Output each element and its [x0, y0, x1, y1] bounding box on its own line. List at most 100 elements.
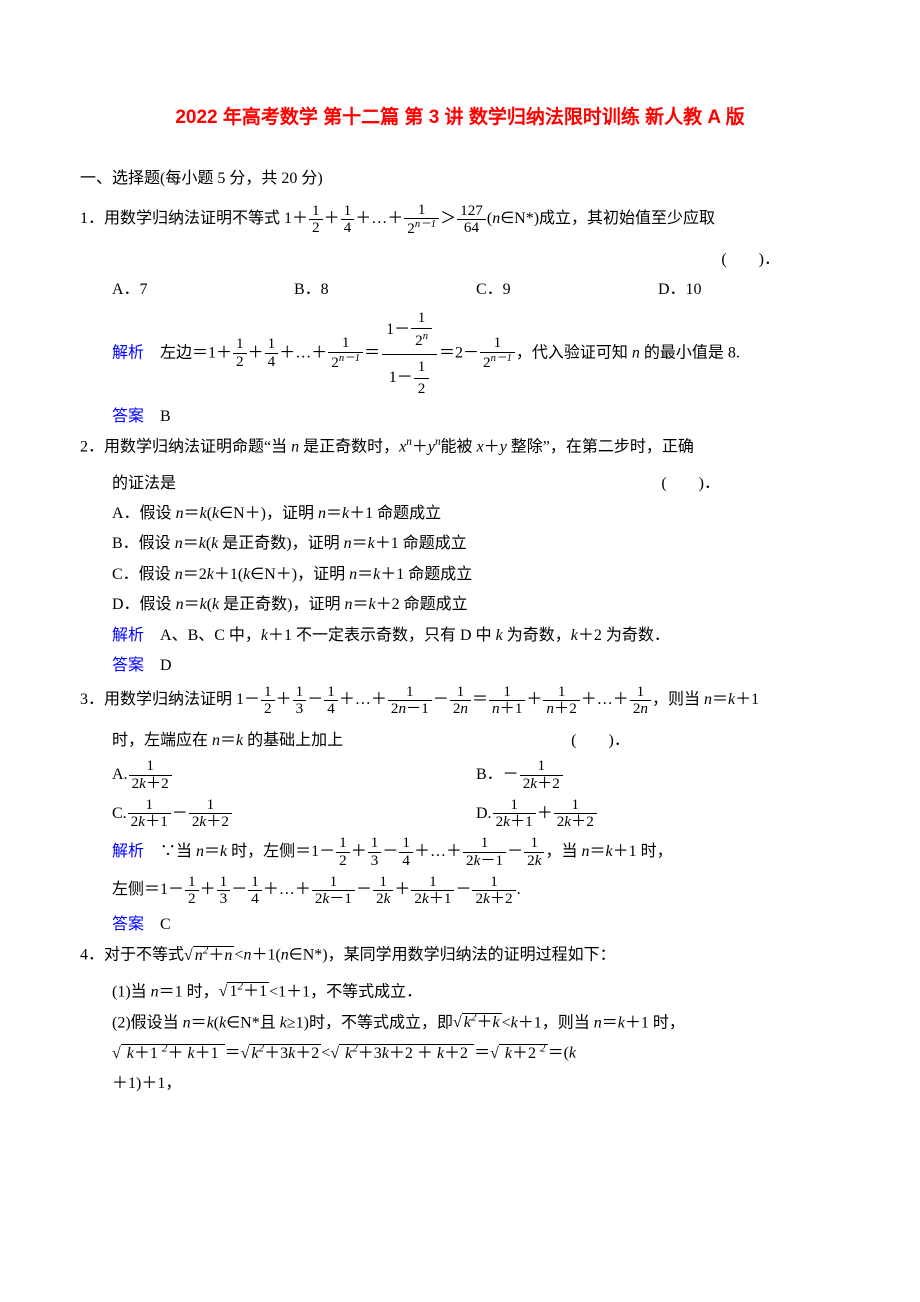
text: －	[231, 881, 247, 898]
frac-1-2nm1: 12n－1	[404, 202, 439, 239]
answer-value: D	[144, 657, 172, 674]
var: k	[280, 1014, 287, 1031]
q1-opt-a: A．7	[112, 275, 294, 305]
text: 4．对于不等式	[80, 947, 184, 964]
text: 时，左侧＝1－	[227, 843, 335, 860]
text: ≥1)时，不等式成立，即	[287, 1014, 453, 1031]
text: ＝	[590, 843, 606, 860]
frac: 12k	[373, 874, 393, 908]
text: －	[172, 805, 188, 822]
frac: 12k－1	[312, 874, 355, 908]
text: (2)假设当	[112, 1014, 183, 1031]
text: 的基础上加上	[243, 732, 343, 749]
text: ＋1，则当	[518, 1014, 594, 1031]
var: n	[196, 843, 204, 860]
var: k	[511, 1014, 518, 1031]
answer-value: B	[144, 408, 171, 425]
q2-line2: 的证法是 ( )．	[80, 469, 840, 499]
text: ＋	[526, 691, 542, 708]
text: ＋…＋	[339, 691, 387, 708]
var: k	[496, 627, 503, 644]
frac: 12n－1	[328, 335, 363, 372]
var: k	[342, 505, 349, 522]
text: ＝2	[183, 566, 207, 583]
text: ∈N＋)，证明	[250, 566, 349, 583]
text: －	[356, 881, 372, 898]
q2-opt-a: A．假设 n＝k(k∈N＋)，证明 n＝k＋1 命题成立	[80, 499, 840, 529]
text: ＋2 命题成立	[376, 596, 468, 613]
text: ＝	[184, 596, 200, 613]
text: 时，左端应在	[112, 732, 212, 749]
text: ，代入验证可知	[516, 344, 632, 361]
question-1: 1．用数学归纳法证明不等式 1＋12＋14＋…＋12n－1＞12764(n∈N*…	[80, 200, 840, 238]
text: ＝	[364, 344, 380, 361]
q2-answer: 答案 D	[80, 651, 840, 681]
text: 左边＝1＋	[144, 344, 232, 361]
frac: 14	[399, 835, 413, 869]
frac: 12n	[450, 684, 471, 718]
text: ＋1 命题成立	[349, 505, 441, 522]
var: n	[176, 596, 184, 613]
q4-p2: (2)假设当 n＝k(k∈N*且 k≥1)时，不等式成立，即k2＋k<k＋1，则…	[80, 1008, 840, 1039]
q1-opt-b: B．8	[294, 275, 476, 305]
text: ＝	[225, 1045, 241, 1062]
frac: 12	[185, 874, 199, 908]
var: n	[344, 535, 352, 552]
text: 整除”，在第二步时，正确	[507, 438, 694, 455]
frac: 12n－1	[388, 684, 432, 718]
q2-opt-b: B．假设 n＝k(k 是正奇数)，证明 n＝k＋1 命题成立	[80, 529, 840, 559]
var: n	[151, 983, 159, 1000]
var: k	[618, 1014, 625, 1031]
text: 是正奇数)，证明	[218, 535, 343, 552]
text: ＝	[472, 691, 488, 708]
answer-paren: ( )．	[661, 469, 720, 499]
text: 是正奇数)，证明	[219, 596, 344, 613]
page-title: 2022 年高考数学 第十二篇 第 3 讲 数学归纳法限时训练 新人教 A 版	[80, 100, 840, 136]
text: ＝	[712, 691, 728, 708]
q2-opt-d: D．假设 n＝k(k 是正奇数)，证明 n＝k＋2 命题成立	[80, 590, 840, 620]
text: －	[507, 843, 523, 860]
var: n	[175, 566, 183, 583]
text: ＋…＋	[581, 691, 629, 708]
text: B．假设	[112, 535, 175, 552]
text: ＋…＋	[279, 344, 327, 361]
var: k	[207, 566, 214, 583]
text: 的证法是	[112, 475, 176, 492]
answer-label: 答案	[112, 657, 144, 674]
q3-options-row2: C.12k＋1－12k＋2 D.12k＋1＋12k＋2	[80, 795, 840, 833]
var: n	[582, 843, 590, 860]
frac-127-64: 12764	[457, 203, 486, 237]
analysis-label: 解析	[112, 344, 144, 361]
text: ＋…＋	[414, 843, 462, 860]
q3-analysis-1: 解析 ∵当 n＝k 时，左侧＝1－12＋13－14＋…＋12k－1－12k，当 …	[80, 833, 840, 871]
frac: 12k＋2	[472, 874, 515, 908]
q3-line2: 时，左端应在 n＝k 的基础上加上 ( )．	[80, 726, 840, 756]
text: ＝	[220, 732, 236, 749]
text: ＋1 不一定表示奇数，只有 D 中	[268, 627, 496, 644]
var: n	[349, 566, 357, 583]
q3-options-row1: A.12k＋2 B．－12k＋2	[80, 756, 840, 794]
text: C.	[112, 805, 127, 822]
q1-answer: 答案 B	[80, 402, 840, 432]
q3-analysis-2: 左侧＝1－12＋13－14＋…＋12k－1－12k＋12k＋1－12k＋2.	[80, 871, 840, 909]
text: ＋…＋	[355, 210, 403, 227]
text: ＝	[326, 505, 342, 522]
text: ＋1 时，	[613, 843, 673, 860]
text: ＋1 时，	[625, 1014, 685, 1031]
frac: 12k＋2	[554, 797, 597, 831]
text: ，则当	[652, 691, 704, 708]
q2-opt-c: C．假设 n＝2k＋1(k∈N＋)，证明 n＝k＋1 命题成立	[80, 560, 840, 590]
text: D．假设	[112, 596, 176, 613]
text: ＋	[351, 843, 367, 860]
text: <	[502, 1014, 511, 1031]
document-page: 2022 年高考数学 第十二篇 第 3 讲 数学归纳法限时训练 新人教 A 版 …	[0, 0, 920, 1159]
q4-p3: k＋1 2＋ k＋1 ＝k2＋3k＋2< k2＋3k＋2 ＋ k＋2 ＝ k＋2…	[80, 1038, 840, 1069]
text: ＝1 时，	[159, 983, 219, 1000]
text: 1．用数学归纳法证明不等式 1＋	[80, 210, 308, 227]
radical: k＋1 2＋ k＋1	[112, 1038, 225, 1069]
frac: 12n－1	[480, 335, 515, 372]
frac-1-4: 14	[341, 203, 355, 237]
text: C．假设	[112, 566, 175, 583]
text: ＝	[352, 535, 368, 552]
text: A.	[112, 766, 128, 783]
